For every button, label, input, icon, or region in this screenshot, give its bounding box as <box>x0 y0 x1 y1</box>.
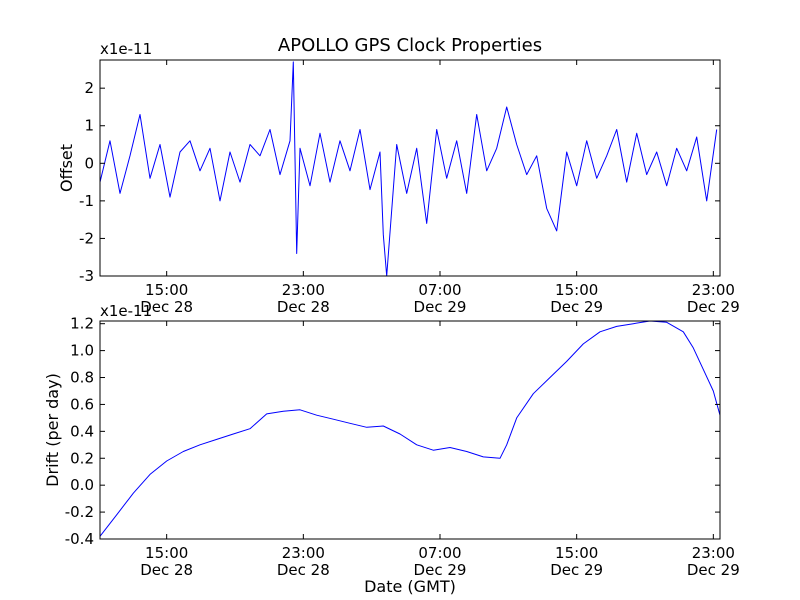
drift-xtick-time-label: 15:00 <box>145 544 188 562</box>
offset-xtick-date-label: Dec 29 <box>687 298 740 316</box>
drift-xtick-time-label: 07:00 <box>418 544 461 562</box>
offset-multiplier: x1e-11 <box>100 40 152 58</box>
drift-panel: x1e-11 Drift (per day) -0.4 -0.2 0.0 0.2 0.4… <box>43 302 740 596</box>
drift-ytick-label: 0.0 <box>70 476 94 494</box>
drift-xtick-time-label: 23:00 <box>282 544 325 562</box>
drift-x-axis-label: Date (GMT) <box>364 577 456 596</box>
offset-series-line <box>99 61 718 277</box>
drift-xtick-date-label: Dec 29 <box>414 561 467 579</box>
drift-ytick-label: -0.4 <box>65 530 94 548</box>
offset-xtick-date-label: Dec 29 <box>550 298 603 316</box>
offset-ytick-label: 2 <box>84 79 94 97</box>
offset-plot-area <box>100 60 720 276</box>
offset-ytick-label: -1 <box>79 192 94 210</box>
offset-xtick-date-label: Dec 28 <box>277 298 330 316</box>
offset-ytick-label: 1 <box>84 117 94 135</box>
offset-ytick-label: 0 <box>84 154 94 172</box>
offset-xtick-time-label: 07:00 <box>418 281 461 299</box>
drift-ytick-label: 0.6 <box>70 395 94 413</box>
drift-xtick-date-label: Dec 29 <box>550 561 603 579</box>
offset-xtick-time-label: 15:00 <box>145 281 188 299</box>
offset-ytick-label: -2 <box>79 229 94 247</box>
drift-ytick-label: 1.0 <box>70 342 94 360</box>
offset-ytick-label: -3 <box>79 267 94 285</box>
drift-multiplier: x1e-11 <box>100 302 152 320</box>
offset-xtick-date-label: Dec 28 <box>140 298 193 316</box>
drift-ytick-label: 0.2 <box>70 449 94 467</box>
drift-xtick-date-label: Dec 28 <box>277 561 330 579</box>
drift-xtick-time-label: 15:00 <box>555 544 598 562</box>
drift-ytick-label: 1.2 <box>70 315 94 333</box>
drift-ytick-label: 0.4 <box>70 422 94 440</box>
offset-y-axis-label: Offset <box>57 144 76 192</box>
drift-ytick-label: 0.8 <box>70 369 94 387</box>
drift-ytick-label: -0.2 <box>65 503 94 521</box>
offset-xtick-time-label: 23:00 <box>282 281 325 299</box>
drift-xtick-date-label: Dec 29 <box>687 561 740 579</box>
offset-xtick-time-label: 15:00 <box>555 281 598 299</box>
drift-xtick-time-label: 23:00 <box>692 544 735 562</box>
drift-series-line <box>99 320 721 537</box>
drift-y-axis-label: Drift (per day) <box>43 373 62 487</box>
offset-xtick-time-label: 23:00 <box>692 281 735 299</box>
drift-plot-area <box>100 321 720 539</box>
drift-frame <box>99 320 721 540</box>
chart-title: APOLLO GPS Clock Properties <box>278 35 542 56</box>
offset-xtick-date-label: Dec 29 <box>414 298 467 316</box>
offset-frame <box>99 59 721 277</box>
drift-xtick-date-label: Dec 28 <box>140 561 193 579</box>
